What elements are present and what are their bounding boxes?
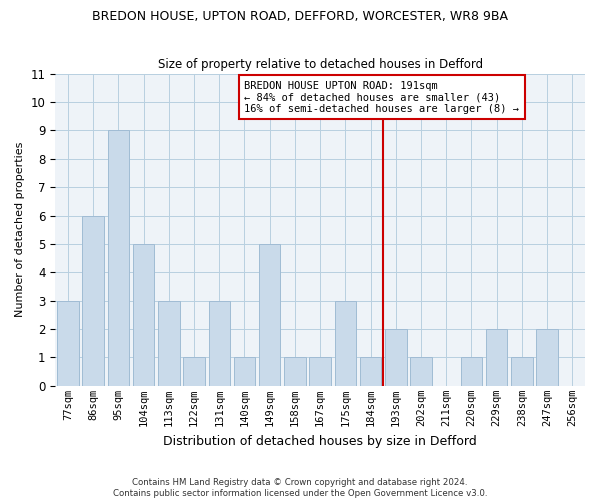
Text: BREDON HOUSE UPTON ROAD: 191sqm
← 84% of detached houses are smaller (43)
16% of: BREDON HOUSE UPTON ROAD: 191sqm ← 84% of… bbox=[244, 80, 520, 114]
Bar bbox=[284, 358, 305, 386]
Bar bbox=[310, 358, 331, 386]
Bar bbox=[57, 300, 79, 386]
Bar bbox=[461, 358, 482, 386]
Bar bbox=[335, 300, 356, 386]
Bar bbox=[82, 216, 104, 386]
Bar bbox=[209, 300, 230, 386]
Bar bbox=[158, 300, 179, 386]
Bar bbox=[133, 244, 154, 386]
Y-axis label: Number of detached properties: Number of detached properties bbox=[15, 142, 25, 318]
Bar bbox=[486, 329, 508, 386]
Text: Contains HM Land Registry data © Crown copyright and database right 2024.
Contai: Contains HM Land Registry data © Crown c… bbox=[113, 478, 487, 498]
Bar bbox=[234, 358, 255, 386]
Title: Size of property relative to detached houses in Defford: Size of property relative to detached ho… bbox=[158, 58, 483, 71]
Bar bbox=[385, 329, 407, 386]
Bar bbox=[511, 358, 533, 386]
Bar bbox=[360, 358, 382, 386]
Bar bbox=[410, 358, 432, 386]
X-axis label: Distribution of detached houses by size in Defford: Distribution of detached houses by size … bbox=[163, 434, 477, 448]
Bar bbox=[259, 244, 280, 386]
Bar bbox=[536, 329, 558, 386]
Bar bbox=[183, 358, 205, 386]
Bar bbox=[107, 130, 129, 386]
Text: BREDON HOUSE, UPTON ROAD, DEFFORD, WORCESTER, WR8 9BA: BREDON HOUSE, UPTON ROAD, DEFFORD, WORCE… bbox=[92, 10, 508, 23]
